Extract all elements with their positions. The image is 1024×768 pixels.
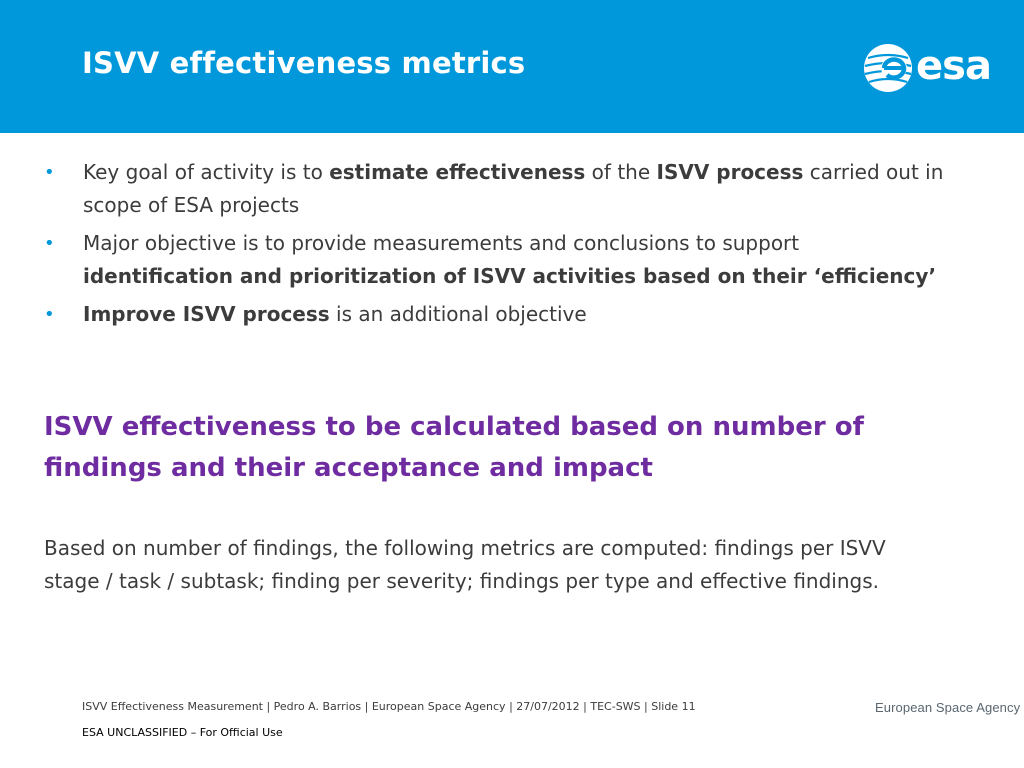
header-bar: ISVV effectiveness metrics esa xyxy=(0,0,1024,133)
bullet-text: is an additional objective xyxy=(329,302,587,326)
bullet-bold-text: Improve ISVV process xyxy=(83,302,330,326)
metrics-paragraph: Based on number of findings, the followi… xyxy=(44,536,886,593)
logo-text: esa xyxy=(916,43,992,89)
bullet-text: Major objective is to provide measuremen… xyxy=(83,231,800,255)
bullet-bold-text: ISVV process xyxy=(656,160,804,184)
slide-title: ISVV effectiveness metrics xyxy=(82,46,526,80)
bullet-bold-text: estimate effectiveness xyxy=(329,160,586,184)
footer-agency-wordmark: European Space Agency xyxy=(875,700,1021,715)
bullet-dot-icon: • xyxy=(44,233,55,254)
bullet-dot-icon: • xyxy=(44,304,55,325)
highlight-statement: ISVV effectiveness to be calculated base… xyxy=(44,412,864,483)
bullet-bold-text: identification and prioritization of ISV… xyxy=(83,264,937,288)
esa-globe-icon xyxy=(864,44,912,92)
bullet-item: • Major objective is to provide measureme… xyxy=(44,227,944,293)
bullet-item: • Improve ISVV process is an additional o… xyxy=(44,298,944,331)
bullet-text: Key goal of activity is to xyxy=(83,160,330,184)
bullet-item: • Key goal of activity is to estimate eff… xyxy=(44,156,944,222)
bullet-list: • Key goal of activity is to estimate eff… xyxy=(44,156,944,336)
bullet-text: of the xyxy=(585,160,657,184)
footer-text: ISVV Effectiveness Measurement | Pedro A… xyxy=(82,700,696,713)
classification-label: ESA UNCLASSIFIED – For Official Use xyxy=(82,726,283,739)
bullet-dot-icon: • xyxy=(44,162,55,183)
bullet-text: carried out in scope of ESA projects xyxy=(83,160,944,217)
esa-logo: esa xyxy=(862,40,1002,94)
